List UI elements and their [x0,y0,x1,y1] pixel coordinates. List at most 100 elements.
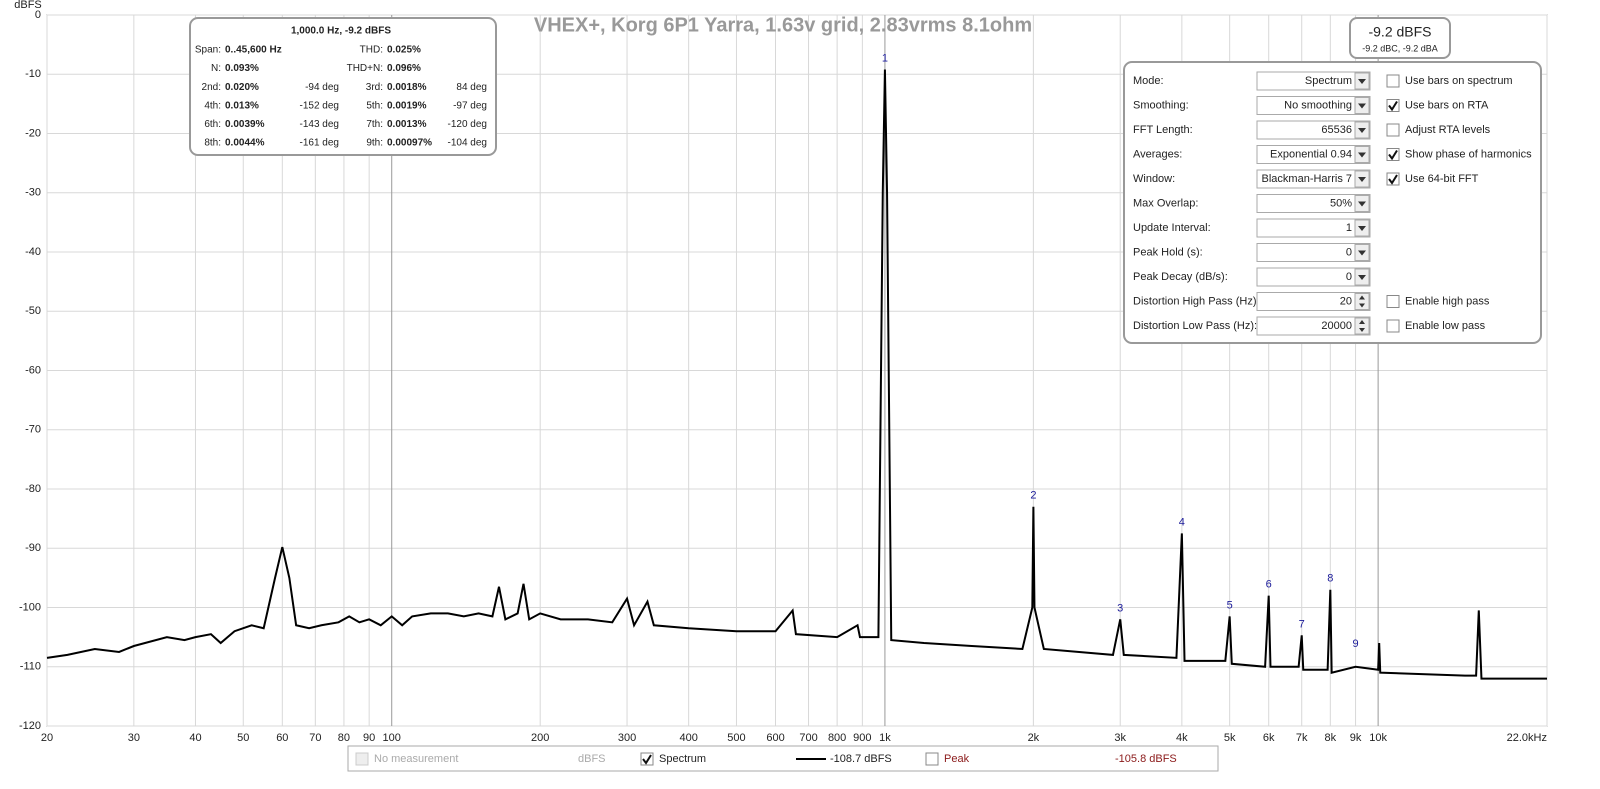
x-tick-label: 100 [383,732,401,744]
y-tick-label: -120 [19,720,41,732]
control-field[interactable] [1256,71,1371,91]
legend-entry: Spectrum [659,753,706,765]
control-field[interactable] [1256,218,1371,238]
harmonic-value: 0.013% [225,100,259,111]
y-tick-label: -110 [20,661,41,673]
level-value: -9.2 dBFS [1368,24,1431,40]
info-label: THD+N: [347,63,383,74]
spin-down [1359,303,1365,308]
harmonic-phase: -143 deg [300,119,339,130]
checkbox[interactable] [1386,74,1400,88]
control-label: Smoothing: [1133,99,1189,111]
harmonic-value: 0.0044% [225,138,265,149]
harmonic-name: 3rd: [366,82,383,93]
harmonic-value: 0.0018% [387,82,427,93]
checkbox[interactable] [1386,319,1400,333]
control-field[interactable] [1256,243,1371,262]
harmonic-label: 2 [1030,490,1036,502]
control-value: Exponential 0.94 [1270,148,1352,160]
control-value: 0 [1346,246,1352,258]
x-tick-label: 3k [1114,732,1126,744]
spin-down [1359,328,1365,332]
checkbox[interactable] [925,752,939,766]
control-label: Window: [1133,173,1175,185]
peak-name: Peak [944,753,970,765]
harmonic-name: 4th: [204,100,221,111]
spectrum-line [46,69,1547,680]
control-button[interactable] [1354,293,1370,310]
harmonic-name: 6th: [204,119,221,130]
dropdown-arrow [1358,128,1366,133]
harmonic-value: 0.020% [225,82,259,93]
harmonic-name: 5th: [366,100,383,111]
control-field[interactable] [1256,292,1371,311]
harmonic-phase: 84 deg [456,82,487,93]
dropdown-arrow [1358,226,1366,231]
control-field[interactable] [1256,316,1371,336]
control-field[interactable] [1256,267,1371,287]
x-tick-label: 600 [766,732,784,744]
harmonic-phase: -152 deg [300,100,339,111]
harmonic-label: 5 [1227,599,1233,611]
x-tick-label: 1k [879,732,891,744]
harmonic-label: 8 [1327,573,1333,585]
control-value: 65536 [1321,124,1352,136]
x-tick-label: 900 [853,732,871,744]
x-tick-label: 60 [276,732,288,744]
x-tick-label: 800 [828,732,846,744]
info-label: N: [211,63,221,74]
x-tick-label: 500 [727,732,745,744]
control-field[interactable] [1256,194,1371,213]
harmonic-label: 4 [1179,516,1185,528]
control-label: Distortion High Pass (Hz): [1133,295,1260,307]
harmonic-name: 2nd: [202,82,221,93]
option-label: Use 64-bit FFT [1405,173,1479,185]
y-tick-label: -50 [25,305,41,317]
y-tick-label: -70 [25,424,41,436]
x-tick-label: 7k [1296,732,1308,744]
control-label: Distortion Low Pass (Hz): [1133,320,1257,332]
checkbox[interactable] [1386,295,1400,308]
harmonic-label: 7 [1299,618,1305,630]
y-tick-label: -40 [25,246,41,258]
y-tick-label: -100 [19,601,41,613]
harmonic-value: 0.0019% [387,100,427,111]
harmonic-name: 9th: [366,138,383,149]
control-field[interactable] [1256,96,1371,115]
control-button[interactable] [1354,317,1370,335]
harmonic-label: 3 [1117,602,1123,614]
harmonic-value: 0.0039% [225,119,265,130]
dropdown-arrow [1358,201,1366,207]
ui-layer: 0 -10 -20 -30 -40 -50 -60 -70 -80 -90 -100 -110 -120… [19,9,1547,772]
control-field[interactable] [1256,169,1371,189]
harmonic-phase: -161 deg [300,138,339,149]
control-value: Blackman-Harris 7 [1262,173,1352,185]
y-tick-label: -60 [25,364,41,376]
option-label: Enable high pass [1405,295,1490,307]
control-value: 20 [1340,295,1352,307]
option-label: Show phase of harmonics [1405,148,1532,160]
dropdown-arrow [1358,275,1366,280]
control-label: FFT Length: [1133,124,1193,136]
y-tick-label: -10 [25,68,41,80]
x-tick-label: 300 [618,732,636,744]
checkbox[interactable] [1386,123,1400,137]
control-field[interactable] [1256,120,1371,140]
measurement-unit: dBFS [578,753,606,765]
checkmark [1388,174,1398,185]
harmonic-phase: -94 deg [305,82,339,93]
checkmark [642,754,652,765]
level-sub: -9.2 dBC, -9.2 dBA [1362,43,1438,53]
y-tick-label: -20 [25,127,41,139]
dropdown-arrow [1358,103,1366,109]
x-tick-label: 8k [1325,732,1337,744]
x-tick-label: 5k [1224,732,1236,744]
harmonic-label: 9 [1352,638,1358,650]
spin-up [1359,320,1365,324]
harmonic-name: 8th: [204,138,221,149]
x-tick-label: 4k [1176,732,1188,744]
x-tick-label: 6k [1263,732,1275,744]
trace-layer: 1 2 3 4 5 6 7 8 9 [46,52,1547,680]
control-field[interactable] [1256,145,1371,164]
